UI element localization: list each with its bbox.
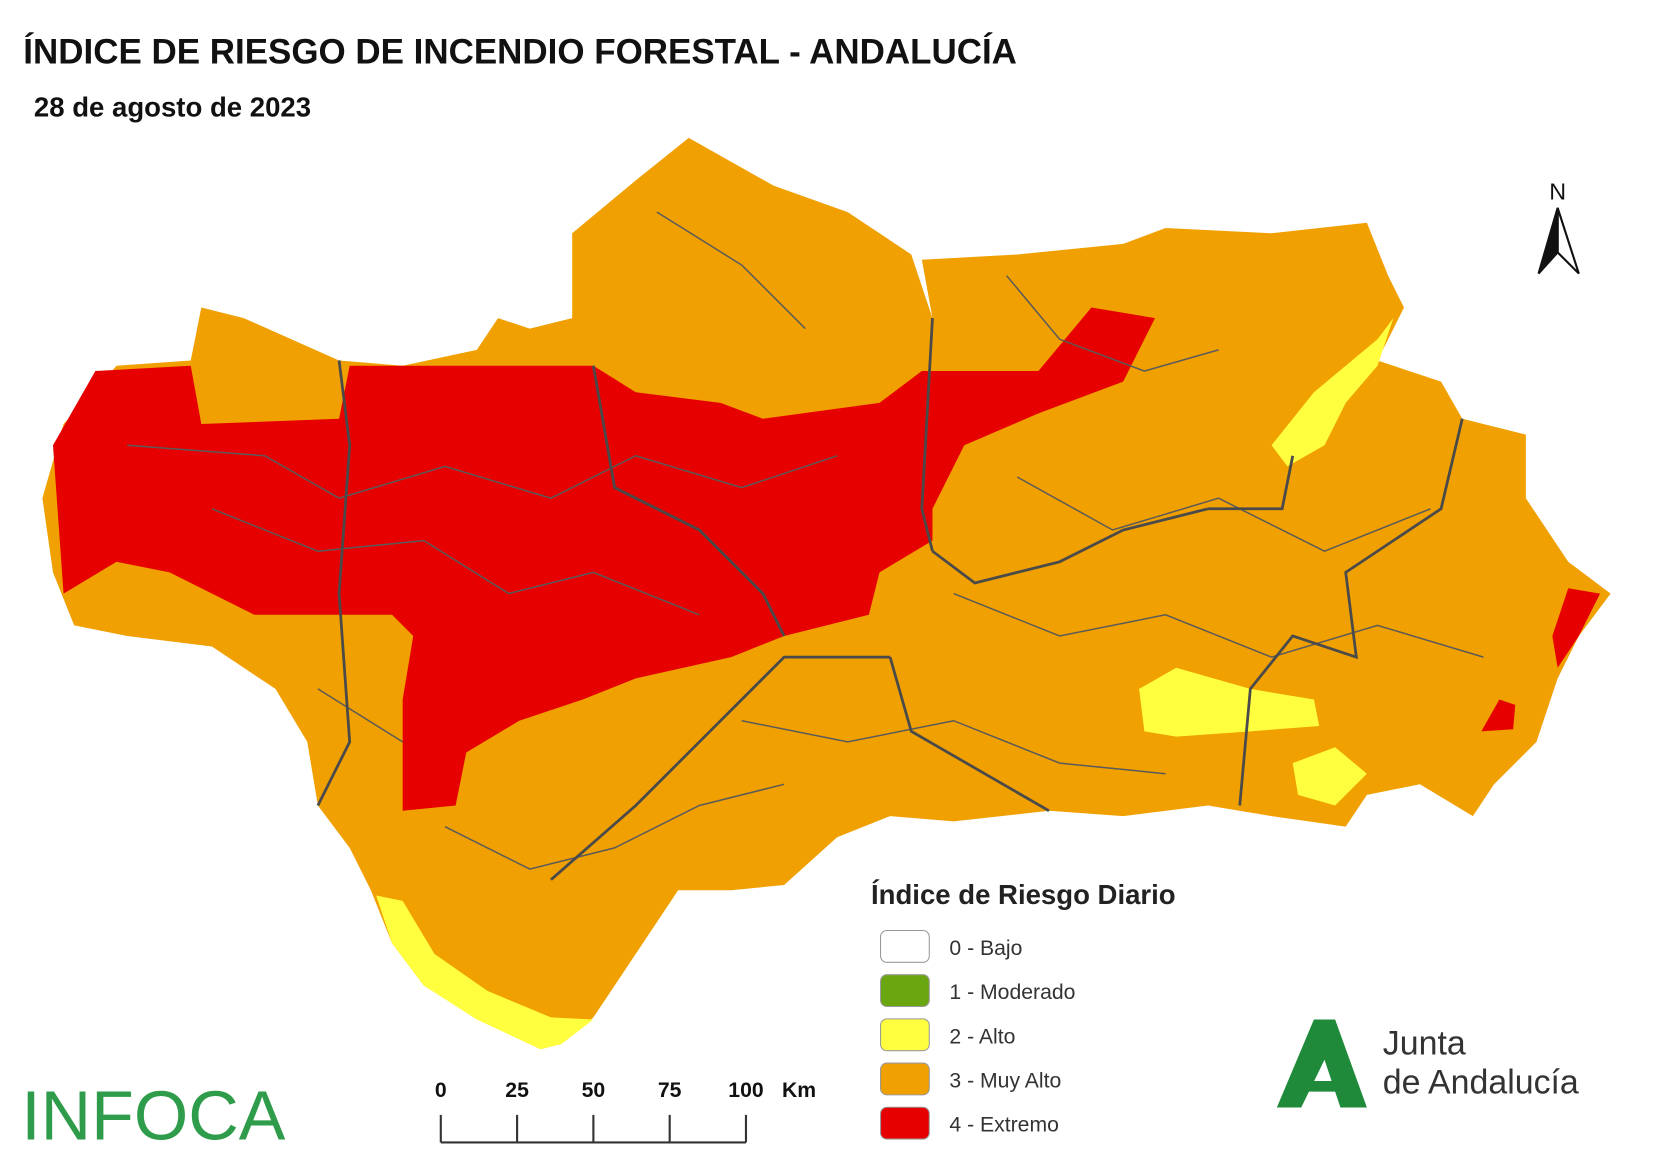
scale-tick-label: 25 xyxy=(505,1079,529,1102)
scale-tick-label: 100 xyxy=(728,1079,763,1102)
legend-swatch xyxy=(880,929,930,963)
region-alto xyxy=(376,895,594,1050)
legend-label: 2 - Alto xyxy=(949,1025,1015,1048)
legend-swatch xyxy=(880,1106,930,1140)
region-alto xyxy=(1271,318,1394,467)
region-extremo xyxy=(1481,699,1516,732)
scale-tick-label: 0 xyxy=(435,1079,447,1102)
scale-tick-label: 75 xyxy=(658,1079,682,1102)
title: ÍNDICE DE RIESGO DE INCENDIO FORESTAL - … xyxy=(23,32,1017,72)
date: 28 de agosto de 2023 xyxy=(34,92,311,123)
junta-emblem xyxy=(1276,1019,1367,1108)
province-borders xyxy=(316,317,1464,881)
municipal-lines xyxy=(127,211,1484,870)
north-arrow: N xyxy=(1537,178,1580,275)
region-map xyxy=(42,137,1611,1050)
region-alto xyxy=(1292,747,1367,806)
region-alto xyxy=(1139,667,1320,737)
scale-bar: 0 25 50 75 100 Km xyxy=(435,1079,816,1144)
north-arrow-right xyxy=(1556,207,1580,275)
junta-text: Junta xyxy=(1383,1024,1466,1062)
region-extremo xyxy=(52,307,1155,811)
north-arrow-left xyxy=(1537,207,1559,275)
legend-swatch xyxy=(880,1018,930,1052)
legend-title: Índice de Riesgo Diario xyxy=(871,879,1176,910)
legend-swatch xyxy=(880,1062,930,1096)
scale-unit: Km xyxy=(782,1079,816,1102)
junta-logo: Junta de Andalucía xyxy=(1276,1019,1579,1108)
infoca-logo: INFOCA xyxy=(21,1076,286,1154)
legend-label: 1 - Moderado xyxy=(949,981,1075,1004)
region-extremo xyxy=(1552,588,1601,668)
legend: 0 - Bajo 1 - Moderado 2 - Alto 3 - Muy Alto… xyxy=(880,929,1075,1140)
scale-tick-label: 50 xyxy=(582,1079,606,1102)
legend-swatch xyxy=(880,974,930,1008)
junta-emblem-bar xyxy=(1298,1080,1346,1092)
legend-label: 4 - Extremo xyxy=(949,1114,1059,1137)
junta-text: de Andalucía xyxy=(1383,1064,1579,1102)
north-label: N xyxy=(1549,178,1566,204)
legend-label: 3 - Muy Alto xyxy=(949,1069,1061,1092)
legend-label: 0 - Bajo xyxy=(949,937,1022,960)
